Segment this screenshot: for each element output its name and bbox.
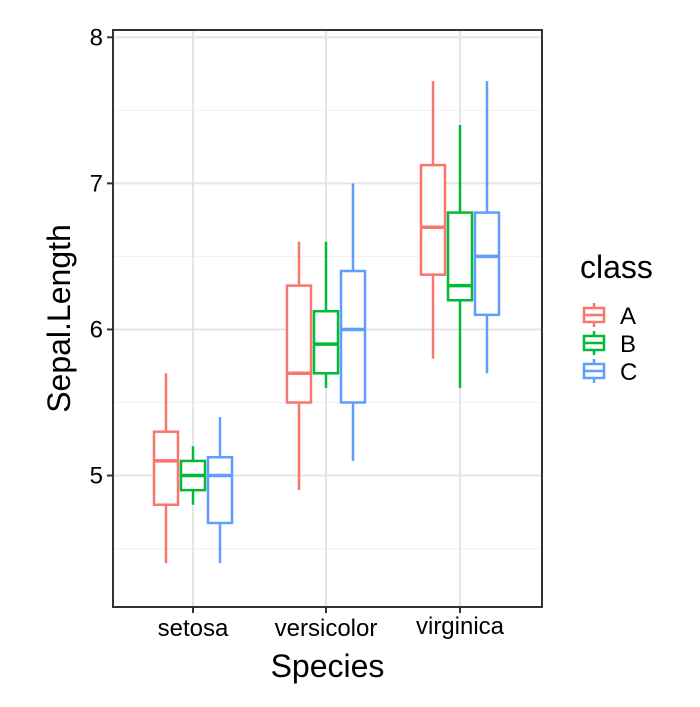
box-iqr — [339, 269, 367, 404]
x-axis-title: Species — [271, 648, 385, 684]
x-tick-label: virginica — [416, 613, 505, 640]
box-C-virginica — [473, 81, 501, 374]
box-C-setosa — [206, 417, 234, 564]
box-layer — [152, 81, 501, 564]
box-B-setosa — [179, 446, 207, 505]
box-iqr — [152, 430, 180, 506]
legend: class ABC — [580, 249, 653, 386]
y-tick-label: 8 — [90, 24, 103, 51]
legend-key-C — [582, 359, 606, 383]
box-iqr — [473, 211, 501, 317]
legend-label-B: B — [620, 331, 636, 358]
y-tick-label: 6 — [90, 316, 103, 343]
box-iqr — [206, 456, 234, 525]
legend-title: class — [580, 249, 653, 285]
box-A-versicolor — [285, 241, 313, 491]
box-C-versicolor — [339, 183, 367, 461]
x-tick-label: versicolor — [275, 615, 378, 642]
box-B-versicolor — [312, 241, 340, 388]
y-tick-label: 5 — [90, 463, 103, 490]
legend-key-A — [582, 303, 606, 327]
plot-panel-border — [112, 29, 543, 608]
legend-label-A: A — [620, 303, 636, 330]
box-B-virginica — [446, 124, 474, 388]
box-iqr — [312, 309, 340, 375]
box-A-setosa — [152, 373, 180, 564]
x-tick-label: setosa — [158, 615, 229, 642]
legend-label-C: C — [620, 359, 637, 386]
legend-key-B — [582, 331, 606, 355]
y-tick-label: 7 — [90, 170, 103, 197]
box-A-virginica — [419, 81, 447, 359]
box-iqr — [285, 284, 313, 404]
box-iqr — [419, 163, 447, 276]
axes: 5 6 7 8 setosa versicolor virginica — [90, 24, 505, 642]
y-axis-title: Sepal.Length — [41, 224, 77, 413]
